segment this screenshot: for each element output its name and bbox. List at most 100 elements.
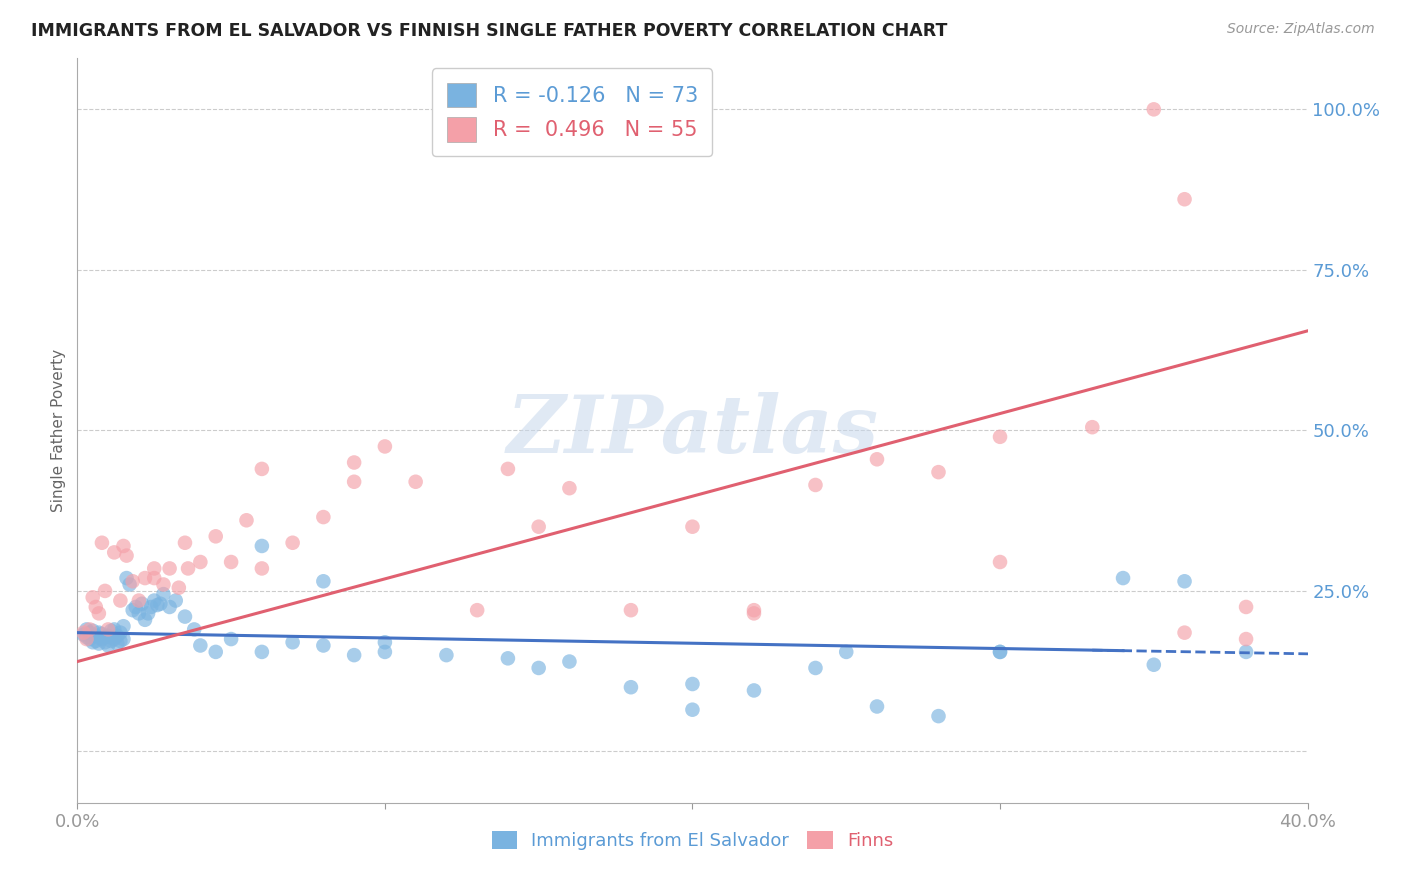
Point	[76, 630, 98, 644]
Point	[312, 639, 335, 653]
Point	[1143, 103, 1166, 117]
Point	[87, 636, 110, 650]
Point	[988, 645, 1011, 659]
Point	[1234, 632, 1257, 646]
Text: IMMIGRANTS FROM EL SALVADOR VS FINNISH SINGLE FATHER POVERTY CORRELATION CHART: IMMIGRANTS FROM EL SALVADOR VS FINNISH S…	[31, 22, 948, 40]
Point	[159, 561, 181, 575]
Point	[76, 623, 98, 637]
Point	[405, 475, 427, 489]
Point	[343, 648, 366, 662]
Point	[804, 478, 827, 492]
Point	[79, 625, 101, 640]
Point	[82, 624, 104, 638]
Point	[1234, 645, 1257, 659]
Point	[97, 639, 120, 653]
Point	[527, 519, 550, 533]
Point	[110, 634, 132, 648]
Point	[128, 607, 150, 621]
Point	[152, 587, 174, 601]
Text: ZIPatlas: ZIPatlas	[506, 392, 879, 469]
Point	[141, 599, 163, 614]
Point	[79, 632, 101, 646]
Point	[84, 629, 107, 643]
Point	[134, 571, 156, 585]
Point	[134, 613, 156, 627]
Point	[87, 625, 110, 640]
Point	[167, 581, 190, 595]
Point	[436, 103, 458, 117]
Point	[174, 535, 197, 549]
Point	[281, 635, 304, 649]
Point	[219, 555, 242, 569]
Point	[1143, 657, 1166, 672]
Point	[94, 630, 117, 644]
Point	[125, 599, 148, 614]
Point	[105, 629, 128, 643]
Point	[100, 624, 122, 638]
Point	[97, 629, 120, 643]
Point	[149, 597, 172, 611]
Point	[682, 677, 704, 691]
Point	[72, 627, 94, 641]
Point	[128, 593, 150, 607]
Point	[928, 709, 950, 723]
Point	[97, 623, 120, 637]
Point	[84, 634, 107, 648]
Point	[219, 632, 242, 646]
Point	[928, 465, 950, 479]
Point	[436, 648, 458, 662]
Point	[131, 597, 153, 611]
Point	[136, 607, 159, 621]
Point	[121, 574, 143, 589]
Point	[804, 661, 827, 675]
Point	[94, 583, 117, 598]
Point	[177, 561, 200, 575]
Y-axis label: Single Father Poverty: Single Father Poverty	[51, 349, 66, 512]
Point	[90, 632, 114, 646]
Point	[312, 574, 335, 589]
Point	[103, 545, 125, 559]
Point	[82, 635, 104, 649]
Point	[988, 645, 1011, 659]
Point	[988, 430, 1011, 444]
Point	[465, 603, 488, 617]
Point	[558, 655, 581, 669]
Point	[620, 680, 643, 694]
Point	[312, 510, 335, 524]
Point	[87, 607, 110, 621]
Point	[1234, 599, 1257, 614]
Point	[72, 625, 94, 640]
Point	[682, 703, 704, 717]
Point	[94, 635, 117, 649]
Point	[165, 593, 187, 607]
Point	[204, 645, 226, 659]
Point	[90, 535, 114, 549]
Point	[112, 619, 135, 633]
Point	[835, 645, 858, 659]
Point	[527, 661, 550, 675]
Legend: Immigrants from El Salvador, Finns: Immigrants from El Salvador, Finns	[485, 823, 900, 857]
Point	[110, 625, 132, 640]
Point	[1174, 192, 1197, 206]
Text: Source: ZipAtlas.com: Source: ZipAtlas.com	[1227, 22, 1375, 37]
Point	[742, 607, 765, 621]
Point	[174, 609, 197, 624]
Point	[204, 529, 226, 543]
Point	[742, 683, 765, 698]
Point	[343, 455, 366, 469]
Point	[79, 623, 101, 637]
Point	[866, 699, 889, 714]
Point	[1081, 420, 1104, 434]
Point	[112, 632, 135, 646]
Point	[1112, 571, 1135, 585]
Point	[76, 632, 98, 646]
Point	[115, 549, 138, 563]
Point	[103, 632, 125, 646]
Point	[183, 623, 205, 637]
Point	[250, 561, 273, 575]
Point	[115, 571, 138, 585]
Point	[143, 571, 166, 585]
Point	[742, 603, 765, 617]
Point	[374, 645, 396, 659]
Point	[496, 462, 519, 476]
